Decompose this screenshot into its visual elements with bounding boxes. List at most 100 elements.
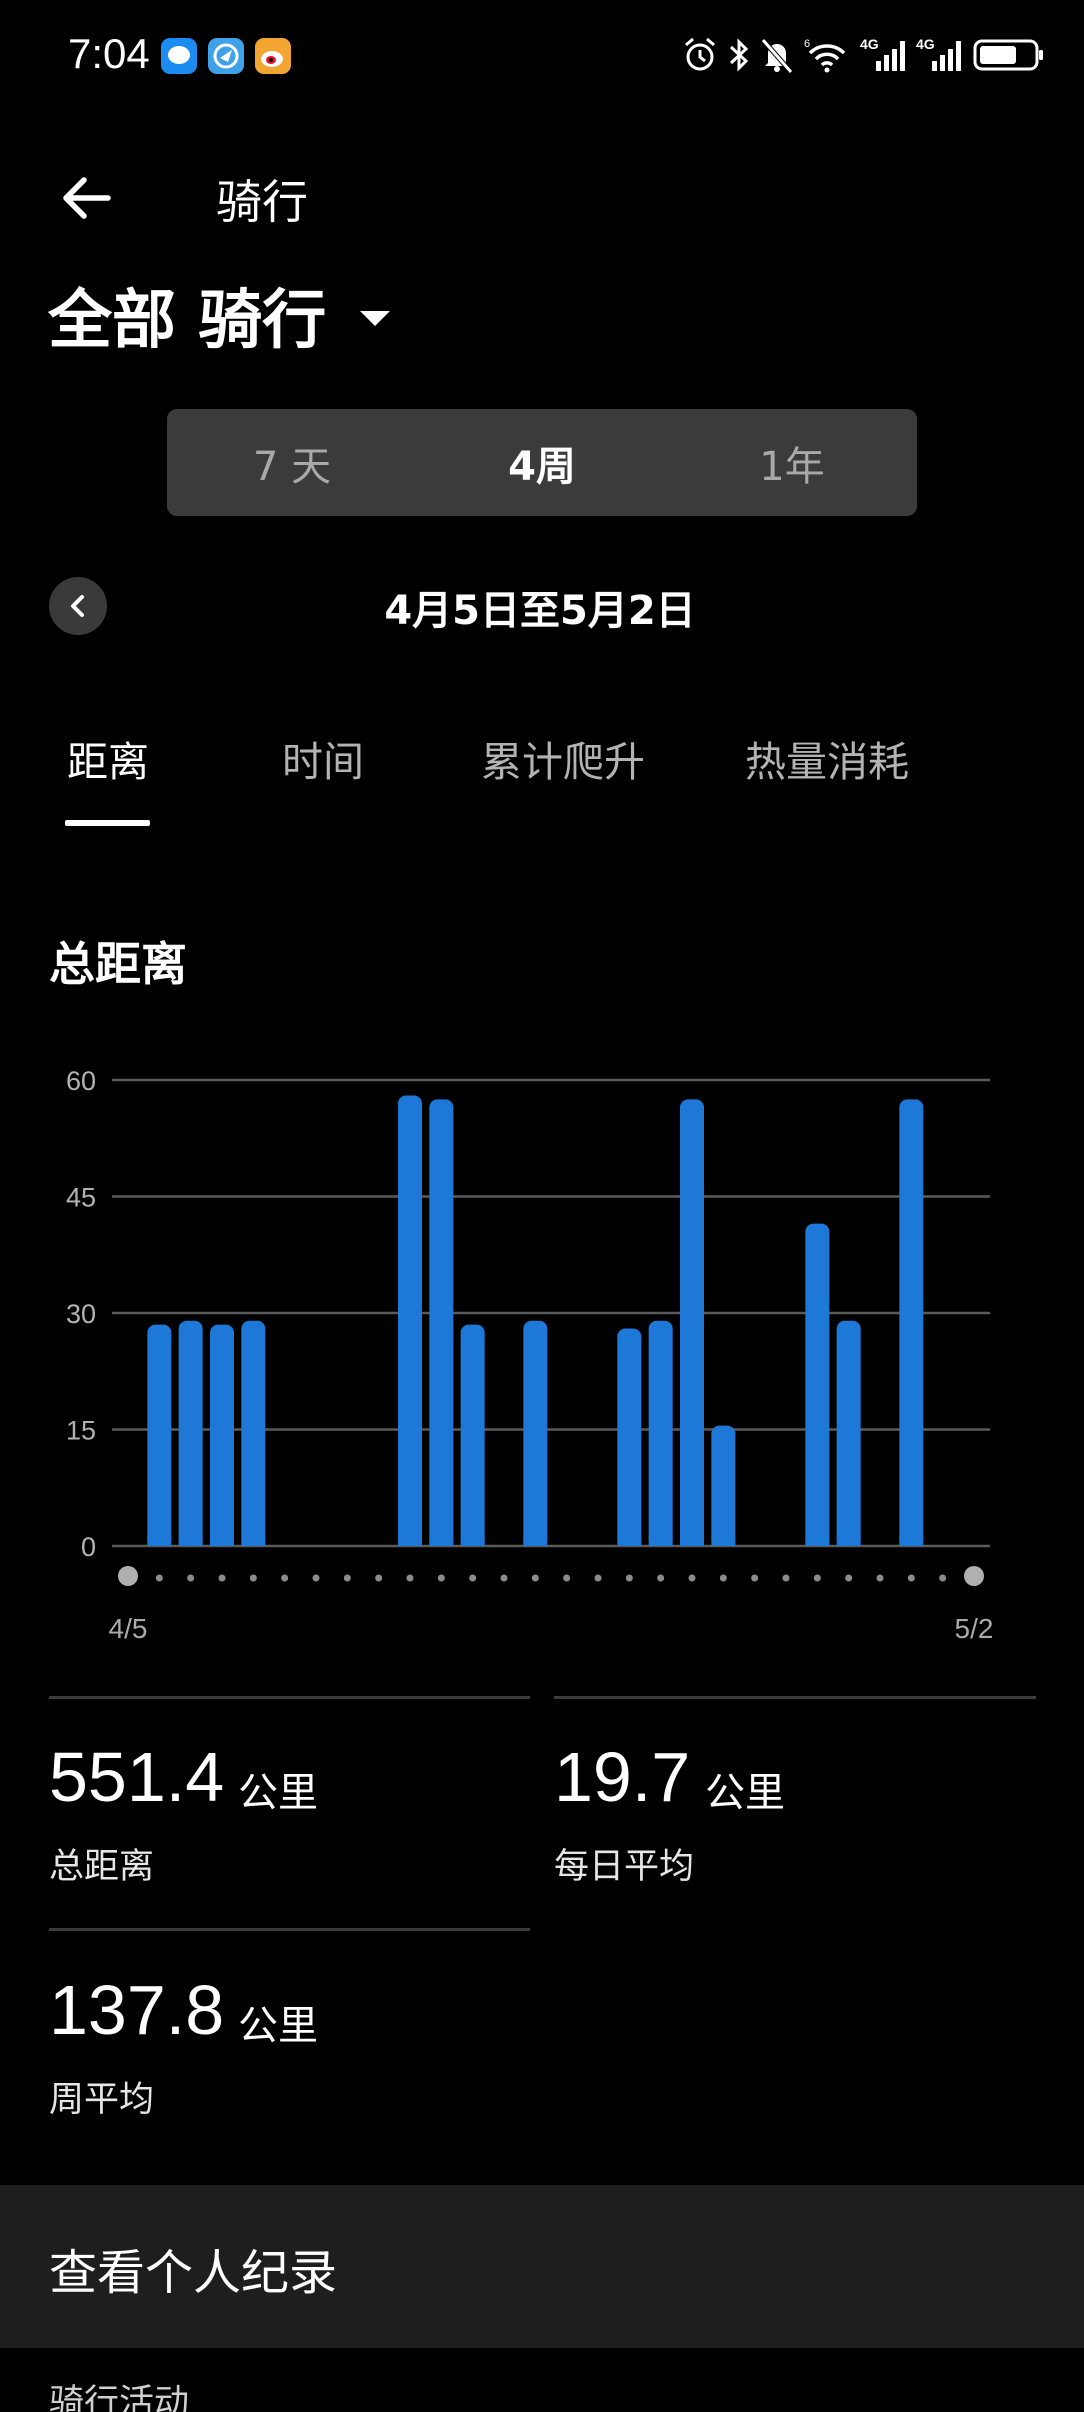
svg-text:6: 6 (804, 38, 810, 50)
timeline-start-handle[interactable] (118, 1566, 138, 1586)
x-axis-start-label: 4/5 (109, 1613, 148, 1644)
bar-4-15[interactable] (429, 1099, 454, 1546)
timeline-end-handle[interactable] (964, 1566, 984, 1586)
timeline-dot (939, 1574, 947, 1582)
bar-4-7[interactable] (178, 1320, 203, 1546)
timeline-dot (500, 1574, 508, 1582)
bar-base (147, 1536, 172, 1546)
timeline-dot (782, 1574, 790, 1582)
tab-elevation-gain[interactable]: 累计爬升 (481, 738, 645, 786)
bar-4-9[interactable] (241, 1320, 266, 1546)
mute-icon (761, 38, 793, 74)
bar-base (523, 1536, 548, 1546)
daily-average-value: 19.7 (554, 1738, 691, 1816)
activity-type-label: 全部 骑行 (48, 284, 327, 358)
bar-4-24[interactable] (711, 1425, 736, 1546)
timeline-dot (751, 1574, 759, 1582)
timeline-dot (155, 1574, 163, 1582)
x-axis-end-label: 5/2 (955, 1613, 994, 1644)
section-title: 总距离 (49, 937, 187, 991)
active-tab-indicator (65, 820, 150, 826)
total-distance-label: 总距离 (49, 1847, 155, 1887)
timeline-dot (625, 1574, 633, 1582)
message-app-icon (161, 38, 197, 74)
wifi-icon: 6 (804, 38, 846, 73)
bar-4-21[interactable] (617, 1328, 642, 1546)
distance-bar-chart: 60 45 30 15 0 4/5 5/2 (66, 1066, 994, 1644)
timeline-dot (845, 1574, 853, 1582)
back-button[interactable] (48, 160, 124, 236)
timeline-dot (375, 1574, 383, 1582)
tab-distance[interactable]: 距离 (67, 738, 149, 786)
bar-base (617, 1536, 642, 1546)
svg-text:4G: 4G (860, 36, 879, 52)
personal-records-button[interactable]: 查看个人纪录 (0, 2185, 1084, 2348)
bar-base (460, 1536, 485, 1546)
cycling-activities-heading: 骑行活动 (49, 2383, 190, 2412)
tab-time[interactable]: 时间 (282, 738, 364, 786)
bar-4-28[interactable] (836, 1320, 861, 1546)
timeline-dot (187, 1574, 195, 1582)
y-tick-label: 60 (66, 1066, 96, 1096)
timeline-dot (907, 1574, 915, 1582)
status-bar: 7:04 6 4G (0, 0, 1084, 110)
back-arrow-icon (63, 177, 111, 219)
weibo-app-icon (255, 38, 291, 74)
divider (49, 1928, 530, 1931)
chevron-left-icon (71, 595, 84, 617)
timeline-dot (563, 1574, 571, 1582)
bar-4-18[interactable] (523, 1320, 548, 1546)
battery-icon (973, 39, 1043, 71)
weekly-average-value: 137.8 (49, 1971, 225, 2049)
timeline-dot (249, 1574, 257, 1582)
timeline-dot (312, 1574, 320, 1582)
timeline-dot (688, 1574, 696, 1582)
timeline-dot (469, 1574, 477, 1582)
period-selector: 7 天 4周 1年 (167, 409, 917, 516)
divider (49, 1696, 530, 1699)
bar-base (241, 1536, 266, 1546)
status-time: 7:04 (68, 30, 150, 77)
timeline-dot (813, 1574, 821, 1582)
chevron-down-icon (360, 310, 391, 326)
timeline-dot (281, 1574, 289, 1582)
svg-text:4G: 4G (916, 36, 935, 52)
bar-base (429, 1536, 454, 1546)
period-option-7-days[interactable]: 7 天 (252, 443, 332, 490)
daily-average-unit: 公里 (705, 1770, 785, 1816)
bar-base (805, 1536, 830, 1546)
signal-4g-icon: 4G (860, 36, 905, 71)
bar-4-30[interactable] (899, 1099, 924, 1546)
timeline-dot (343, 1574, 351, 1582)
divider (554, 1696, 1036, 1699)
page-title: 骑行 (216, 175, 308, 229)
total-distance-value: 551.4 (49, 1738, 225, 1816)
y-tick-label: 30 (66, 1299, 96, 1329)
bar-base (680, 1536, 704, 1546)
bar-base (899, 1536, 924, 1546)
bar-base (648, 1536, 673, 1546)
period-option-4-weeks[interactable]: 4周 (508, 443, 576, 490)
bar-4-27[interactable] (805, 1223, 830, 1546)
weekly-average-label: 周平均 (49, 2080, 155, 2120)
bar-4-14[interactable] (398, 1095, 422, 1546)
y-tick-label: 0 (81, 1532, 96, 1562)
bar-base (711, 1536, 736, 1546)
alarm-icon (685, 37, 715, 71)
timeline-dot (719, 1574, 727, 1582)
bar-base (210, 1536, 234, 1546)
bar-4-8[interactable] (210, 1324, 234, 1546)
timeline-dot (594, 1574, 602, 1582)
tab-calories[interactable]: 热量消耗 (745, 738, 909, 786)
bar-4-16[interactable] (460, 1324, 485, 1546)
activity-type-dropdown[interactable]: 全部 骑行 (48, 270, 391, 360)
period-option-1-year[interactable]: 1年 (759, 443, 825, 490)
personal-records-label: 查看个人纪录 (49, 2245, 338, 2301)
weekly-average-unit: 公里 (238, 2003, 318, 2049)
previous-period-button[interactable] (49, 577, 107, 635)
bar-4-23[interactable] (680, 1099, 704, 1546)
bar-4-22[interactable] (648, 1320, 673, 1546)
bar-base (178, 1536, 203, 1546)
bar-4-6[interactable] (147, 1324, 172, 1546)
timeline-dot (531, 1574, 539, 1582)
